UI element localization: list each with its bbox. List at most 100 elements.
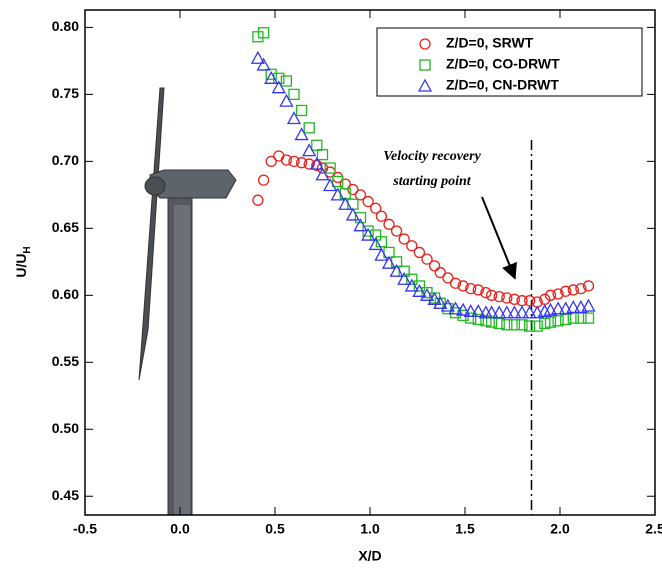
data-point xyxy=(256,57,271,71)
data-point xyxy=(361,227,376,241)
data-point xyxy=(381,255,397,269)
data-point xyxy=(368,237,383,251)
data-point xyxy=(309,156,324,170)
data-point xyxy=(493,291,505,303)
data-point xyxy=(324,162,336,174)
data-point xyxy=(279,93,294,107)
data-point xyxy=(539,317,551,330)
y-axis-label-main: U/U xyxy=(13,254,29,278)
data-point xyxy=(427,291,442,305)
data-point xyxy=(311,159,323,172)
data-point xyxy=(295,157,308,169)
data-point xyxy=(522,305,537,319)
data-point xyxy=(252,194,264,206)
data-point xyxy=(560,313,572,326)
data-point xyxy=(257,174,270,186)
y-axis-label: U/UH xyxy=(13,246,33,277)
data-point xyxy=(413,246,426,259)
data-point xyxy=(353,218,368,232)
data-point xyxy=(480,315,492,327)
data-point xyxy=(315,167,330,181)
data-point xyxy=(288,88,300,101)
data-point xyxy=(264,70,279,84)
data-point xyxy=(374,247,389,261)
data-point xyxy=(323,178,338,192)
x-tick-label: 1.5 xyxy=(455,521,475,537)
x-tick-label: 2.5 xyxy=(645,521,662,537)
x-tick-label: 0.0 xyxy=(170,521,190,537)
data-point xyxy=(428,260,441,272)
data-point xyxy=(507,305,522,319)
data-point xyxy=(302,143,317,157)
data-point xyxy=(250,50,265,64)
legend-label: Z/D=0, CO-DRWT xyxy=(446,56,560,72)
legend-marker xyxy=(419,38,431,50)
data-point xyxy=(448,301,463,315)
data-point xyxy=(499,305,514,319)
data-point xyxy=(531,320,543,332)
data-point xyxy=(265,155,277,168)
data-point xyxy=(501,292,513,304)
data-point xyxy=(257,27,270,39)
data-point xyxy=(575,282,587,295)
data-point xyxy=(560,285,572,297)
data-point xyxy=(544,316,557,328)
data-point xyxy=(404,278,419,292)
legend-label: Z/D=0, CN-DRWT xyxy=(446,77,559,93)
data-point xyxy=(362,195,374,208)
y-tick-label: 0.55 xyxy=(52,353,79,369)
data-point xyxy=(465,312,477,324)
data-point xyxy=(406,240,418,252)
legend-box xyxy=(376,27,643,97)
x-tick-label: 1.0 xyxy=(360,521,380,537)
data-point xyxy=(316,149,329,161)
data-point xyxy=(544,289,557,301)
annotation-line: starting point xyxy=(392,174,472,189)
data-point xyxy=(375,210,388,222)
data-point xyxy=(567,284,579,296)
blade xyxy=(138,87,165,381)
data-point xyxy=(558,301,573,315)
data-point xyxy=(370,202,382,214)
data-point xyxy=(375,236,388,248)
data-point xyxy=(552,315,564,327)
data-point xyxy=(280,75,293,87)
data-point xyxy=(265,68,277,80)
data-point xyxy=(295,104,308,117)
data-point xyxy=(354,211,367,224)
data-point xyxy=(472,284,484,296)
y-tick-label: 0.65 xyxy=(52,219,79,235)
data-point xyxy=(442,272,454,284)
data-point xyxy=(480,286,492,299)
y-tick-label: 0.75 xyxy=(52,85,79,101)
x-tick-label: -0.5 xyxy=(73,521,97,537)
tower-face xyxy=(174,205,190,515)
data-point xyxy=(286,111,302,125)
data-point xyxy=(530,305,545,319)
data-point xyxy=(449,277,462,289)
data-point xyxy=(457,280,469,292)
data-point xyxy=(419,287,435,301)
data-point xyxy=(566,300,581,314)
data-point xyxy=(573,300,588,314)
data-point xyxy=(465,282,477,295)
data-point xyxy=(567,312,579,324)
data-point xyxy=(389,263,404,277)
data-point xyxy=(463,304,478,318)
data-point xyxy=(288,155,300,168)
data-point xyxy=(492,305,507,319)
data-point xyxy=(551,301,566,315)
data-point xyxy=(390,225,403,237)
x-axis-label: X/D xyxy=(358,548,381,564)
y-tick-label: 0.45 xyxy=(52,487,79,503)
data-point xyxy=(332,175,344,188)
data-point xyxy=(575,312,587,324)
data-point xyxy=(347,183,359,196)
data-point xyxy=(271,80,286,94)
data-point xyxy=(303,122,315,134)
data-point xyxy=(508,293,521,305)
data-point xyxy=(273,150,285,162)
data-point xyxy=(543,302,558,316)
x-tick-label: 2.0 xyxy=(550,521,570,537)
